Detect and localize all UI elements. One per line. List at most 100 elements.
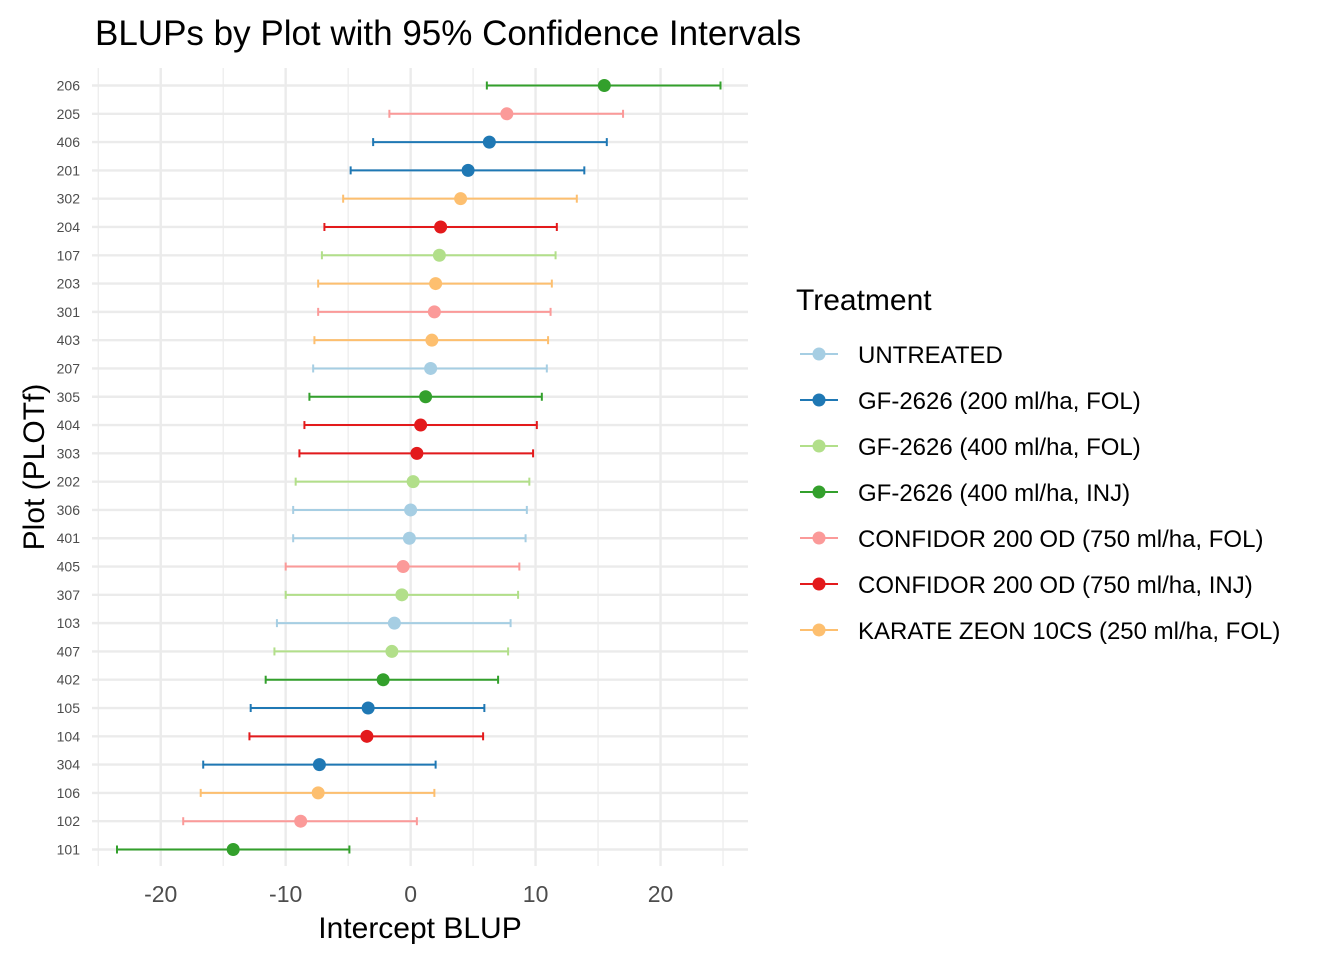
data-point-group bbox=[312, 361, 548, 375]
x-axis-title: Intercept BLUP bbox=[318, 912, 521, 945]
data-point-group bbox=[264, 673, 500, 687]
data-point bbox=[360, 729, 374, 743]
legend-item: UNTREATED bbox=[800, 342, 1003, 369]
data-point bbox=[404, 503, 418, 517]
data-point bbox=[454, 192, 468, 206]
y-tick-label: 202 bbox=[57, 474, 81, 490]
y-tick-label: 305 bbox=[57, 389, 81, 405]
legend-key-point bbox=[812, 439, 826, 453]
data-point bbox=[432, 248, 446, 262]
legend-key-point bbox=[812, 393, 826, 407]
legend-label: GF-2626 (400 ml/ha, FOL) bbox=[858, 434, 1141, 461]
data-point-group bbox=[313, 333, 550, 347]
data-point-group bbox=[298, 446, 535, 460]
data-point-group bbox=[294, 475, 531, 489]
data-point bbox=[226, 843, 240, 856]
y-tick-label: 303 bbox=[57, 445, 81, 461]
data-point-group bbox=[292, 503, 528, 517]
y-tick-label: 306 bbox=[57, 502, 81, 518]
y-tick-label: 104 bbox=[57, 728, 81, 744]
y-tick-label: 207 bbox=[57, 360, 81, 376]
legend-items: UNTREATED GF-2626 (200 ml/ha, FOL) GF-2626… bbox=[800, 342, 1280, 645]
data-point bbox=[396, 560, 410, 574]
legend-item: GF-2626 (400 ml/ha, INJ) bbox=[800, 480, 1130, 507]
grid-minor bbox=[97, 68, 724, 866]
legend-item: GF-2626 (200 ml/ha, FOL) bbox=[800, 388, 1141, 415]
legend: Treatment UNTREATED GF-2626 (200 ml/ha, F… bbox=[796, 284, 1280, 645]
data-point bbox=[482, 135, 496, 149]
legend-label: GF-2626 (200 ml/ha, FOL) bbox=[858, 388, 1141, 415]
y-tick-label: 206 bbox=[57, 78, 81, 94]
legend-label: UNTREATED bbox=[858, 342, 1003, 369]
data-point bbox=[387, 616, 401, 630]
legend-label: CONFIDOR 200 OD (750 ml/ha, FOL) bbox=[858, 526, 1263, 553]
x-tick-label: 10 bbox=[523, 881, 549, 907]
x-tick-label: 0 bbox=[404, 881, 417, 907]
grid-major bbox=[92, 68, 748, 866]
data-point bbox=[402, 531, 416, 545]
data-point bbox=[424, 361, 438, 375]
data-point-group bbox=[275, 616, 512, 630]
data-point-group bbox=[199, 786, 436, 800]
legend-key-point bbox=[812, 623, 826, 637]
y-tick-label: 102 bbox=[57, 813, 81, 829]
y-tick-label: 404 bbox=[57, 417, 81, 433]
data-point-group bbox=[248, 729, 485, 743]
legend-label: KARATE ZEON 10CS (250 ml/ha, FOL) bbox=[858, 618, 1280, 645]
data-point bbox=[395, 588, 409, 602]
y-tick-label: 302 bbox=[57, 191, 81, 207]
data-point bbox=[311, 786, 325, 800]
data-point bbox=[429, 277, 443, 291]
data-point bbox=[427, 305, 441, 319]
data-point-group bbox=[249, 701, 486, 715]
data-point-group bbox=[317, 305, 552, 319]
x-axis-tick-labels: -20 -10 0 10 20 bbox=[144, 881, 673, 907]
data-point bbox=[294, 814, 308, 828]
data-point bbox=[597, 79, 611, 92]
x-tick-label: 20 bbox=[648, 881, 674, 907]
y-tick-label: 402 bbox=[57, 672, 81, 688]
y-axis-title: Plot (PLOTf) bbox=[18, 384, 51, 551]
data-point-group bbox=[323, 220, 558, 234]
legend-label: GF-2626 (400 ml/ha, INJ) bbox=[858, 480, 1130, 507]
data-point-group bbox=[182, 814, 418, 828]
y-tick-label: 405 bbox=[57, 559, 81, 575]
data-point-group bbox=[115, 843, 351, 856]
data-point-group bbox=[284, 588, 520, 602]
y-tick-label: 407 bbox=[57, 643, 81, 659]
legend-key-point bbox=[812, 347, 826, 361]
y-tick-label: 201 bbox=[57, 162, 81, 178]
data-point bbox=[434, 220, 448, 234]
data-point bbox=[406, 475, 420, 489]
y-tick-label: 304 bbox=[57, 757, 81, 773]
data-point-group bbox=[372, 135, 608, 149]
data-point-group bbox=[320, 248, 557, 262]
y-tick-label: 307 bbox=[57, 587, 81, 603]
y-axis-tick-labels: 206 205 406 201 302 204 107 203 301 403 207 305 404 3… bbox=[57, 78, 81, 858]
data-point bbox=[312, 758, 326, 772]
data-point-group bbox=[292, 531, 527, 545]
chart-title: BLUPs by Plot with 95% Confidence Interv… bbox=[95, 14, 801, 53]
data-point bbox=[414, 418, 428, 432]
data-point bbox=[361, 701, 375, 715]
y-tick-label: 106 bbox=[57, 785, 81, 801]
legend-item: GF-2626 (400 ml/ha, FOL) bbox=[800, 434, 1141, 461]
y-tick-label: 107 bbox=[57, 247, 81, 263]
x-tick-label: -10 bbox=[269, 881, 302, 907]
data-point bbox=[410, 446, 424, 460]
y-tick-label: 205 bbox=[57, 106, 81, 122]
data-point-group bbox=[485, 79, 722, 92]
x-tick-label: -20 bbox=[144, 881, 177, 907]
legend-title: Treatment bbox=[796, 284, 932, 317]
data-point bbox=[500, 107, 514, 121]
data-point bbox=[419, 390, 433, 404]
legend-item: CONFIDOR 200 OD (750 ml/ha, INJ) bbox=[800, 572, 1253, 599]
legend-label: CONFIDOR 200 OD (750 ml/ha, INJ) bbox=[858, 572, 1253, 599]
y-tick-label: 301 bbox=[57, 304, 81, 320]
y-tick-label: 203 bbox=[57, 276, 81, 292]
y-tick-label: 101 bbox=[57, 842, 81, 858]
legend-item: CONFIDOR 200 OD (750 ml/ha, FOL) bbox=[800, 526, 1263, 553]
data-point-group bbox=[284, 560, 521, 574]
data-point bbox=[376, 673, 390, 687]
